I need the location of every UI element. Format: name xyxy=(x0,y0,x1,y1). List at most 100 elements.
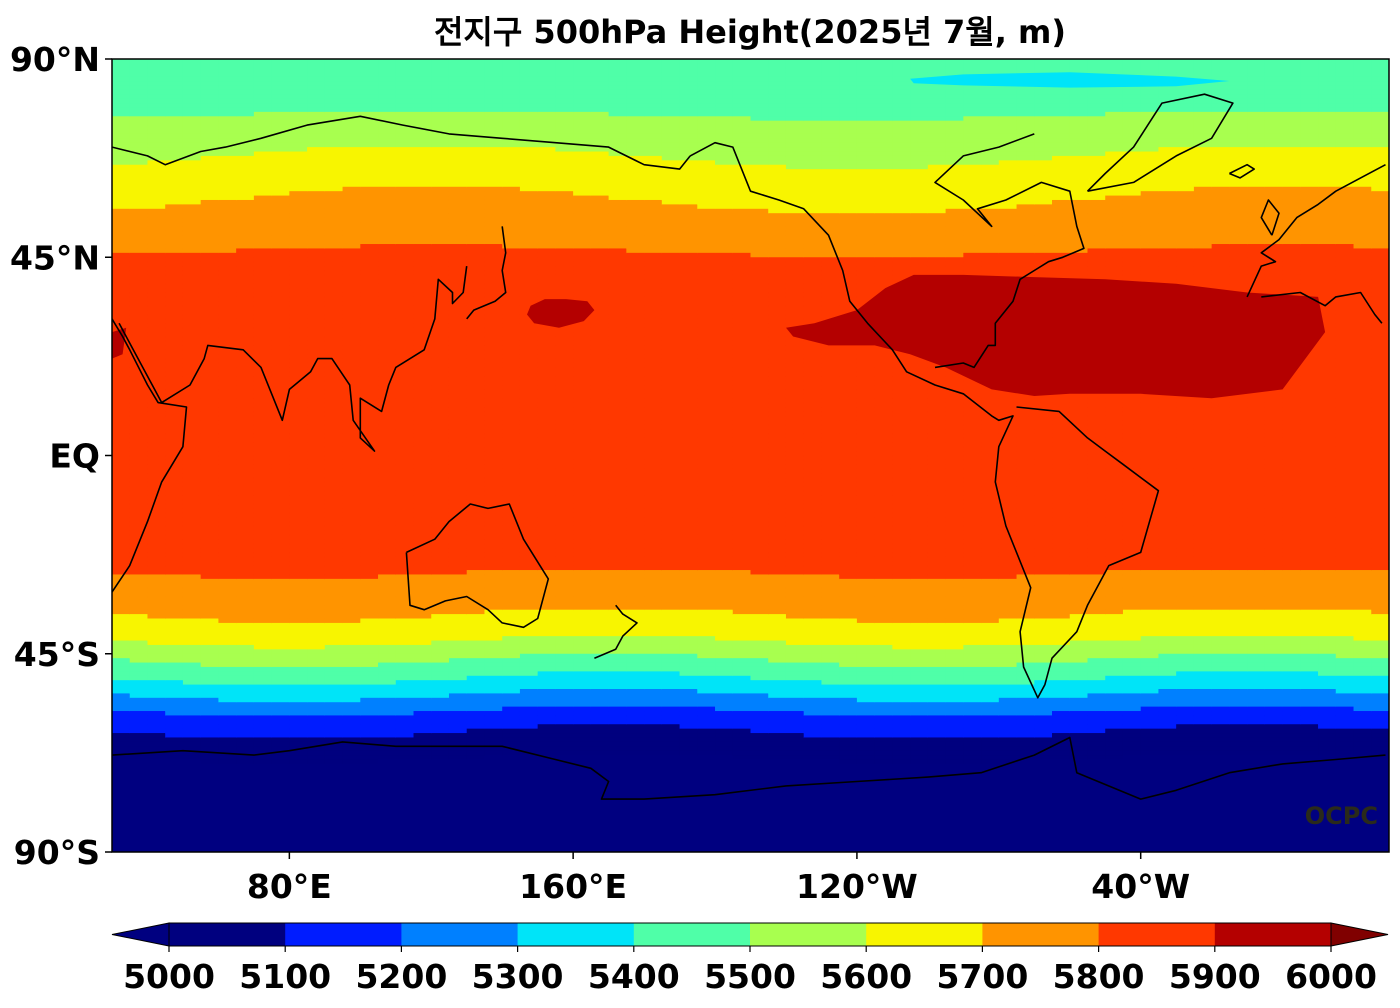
contour-cell xyxy=(466,239,486,245)
contour-cell xyxy=(519,556,539,562)
contour-cell xyxy=(573,578,592,584)
contour-cell xyxy=(289,116,308,122)
contour-cell xyxy=(165,94,184,100)
contour-cell xyxy=(395,283,415,289)
contour-cell xyxy=(395,574,415,580)
contour-cell xyxy=(502,111,521,117)
contour-cell xyxy=(165,292,184,298)
contour-cell xyxy=(555,777,574,783)
contour-cell xyxy=(324,116,344,122)
contour-cell xyxy=(324,142,344,148)
contour-cell xyxy=(502,407,521,413)
contour-cell xyxy=(253,697,273,703)
contour-cell xyxy=(307,768,326,774)
contour-cell xyxy=(502,812,521,818)
contour-cell xyxy=(413,336,432,342)
contour-cell xyxy=(253,63,273,69)
contour-cell xyxy=(218,671,237,677)
contour-cell xyxy=(200,658,220,664)
contour-cell xyxy=(112,525,131,531)
contour-cell xyxy=(112,455,131,461)
contour-cell xyxy=(307,600,326,606)
contour-cell xyxy=(218,622,237,628)
contour-cell xyxy=(431,807,450,813)
contour-cell xyxy=(165,222,184,228)
contour-cell xyxy=(147,72,166,78)
contour-cell xyxy=(271,72,290,78)
contour-cell xyxy=(590,155,610,161)
contour-cell xyxy=(129,116,149,122)
contour-cell xyxy=(236,600,255,606)
contour-cell xyxy=(200,737,220,743)
contour-cell xyxy=(289,741,308,747)
contour-cell xyxy=(112,305,131,311)
contour-cell xyxy=(431,755,450,761)
contour-cell xyxy=(484,323,503,329)
contour-cell xyxy=(112,741,131,747)
contour-cell xyxy=(378,345,397,351)
contour-cell xyxy=(271,592,290,598)
contour-cell xyxy=(200,508,220,514)
contour-cell xyxy=(324,627,344,633)
contour-cell xyxy=(519,89,539,95)
contour-cell xyxy=(200,640,220,646)
contour-cell xyxy=(537,354,557,360)
contour-cell xyxy=(182,750,202,756)
contour-cell xyxy=(537,693,557,699)
contour-cell xyxy=(573,437,592,443)
contour-cell xyxy=(378,768,397,774)
contour-cell xyxy=(236,640,255,646)
contour-cell xyxy=(413,59,432,65)
contour-cell xyxy=(182,556,202,562)
contour-cell xyxy=(555,711,574,717)
contour-cell xyxy=(129,248,149,254)
contour-cell xyxy=(253,627,273,633)
contour-cell xyxy=(324,248,344,254)
contour-cell xyxy=(271,349,290,355)
contour-cell xyxy=(307,468,326,474)
contour-cell xyxy=(147,407,166,413)
contour-cell xyxy=(218,499,237,505)
contour-cell xyxy=(218,314,237,320)
contour-cell xyxy=(182,424,202,430)
contour-cell xyxy=(360,596,379,602)
contour-cell xyxy=(466,755,486,761)
contour-cell xyxy=(342,614,361,620)
contour-cell xyxy=(165,543,184,549)
contour-cell xyxy=(573,675,592,681)
contour-cell xyxy=(378,614,397,620)
contour-cell xyxy=(466,111,486,117)
contour-cell xyxy=(324,125,344,131)
contour-cell xyxy=(253,459,273,465)
contour-cell xyxy=(448,433,468,439)
contour-cell xyxy=(324,155,344,161)
contour-cell xyxy=(253,702,273,708)
contour-cell xyxy=(253,618,273,624)
contour-cell xyxy=(484,349,503,355)
contour-cell xyxy=(413,609,432,615)
contour-cell xyxy=(360,94,379,100)
contour-cell xyxy=(165,768,184,774)
contour-cell xyxy=(271,208,290,214)
contour-cell xyxy=(555,477,574,483)
contour-cell xyxy=(112,81,131,87)
contour-cell xyxy=(307,371,326,377)
contour-cell xyxy=(147,737,166,743)
contour-cell xyxy=(324,702,344,708)
contour-cell xyxy=(289,490,308,496)
contour-cell xyxy=(573,649,592,655)
contour-cell xyxy=(590,433,610,439)
contour-cell xyxy=(431,314,450,320)
contour-cell xyxy=(165,746,184,752)
contour-cell xyxy=(218,521,237,527)
contour-cell xyxy=(165,385,184,391)
contour-cell xyxy=(236,631,255,637)
contour-cell xyxy=(573,512,592,518)
contour-cell xyxy=(360,63,379,69)
contour-cell xyxy=(165,719,184,725)
contour-cell xyxy=(519,490,539,496)
contour-cell xyxy=(342,204,361,210)
contour-cell xyxy=(342,473,361,479)
contour-cell xyxy=(573,204,592,210)
contour-cell xyxy=(253,649,273,655)
